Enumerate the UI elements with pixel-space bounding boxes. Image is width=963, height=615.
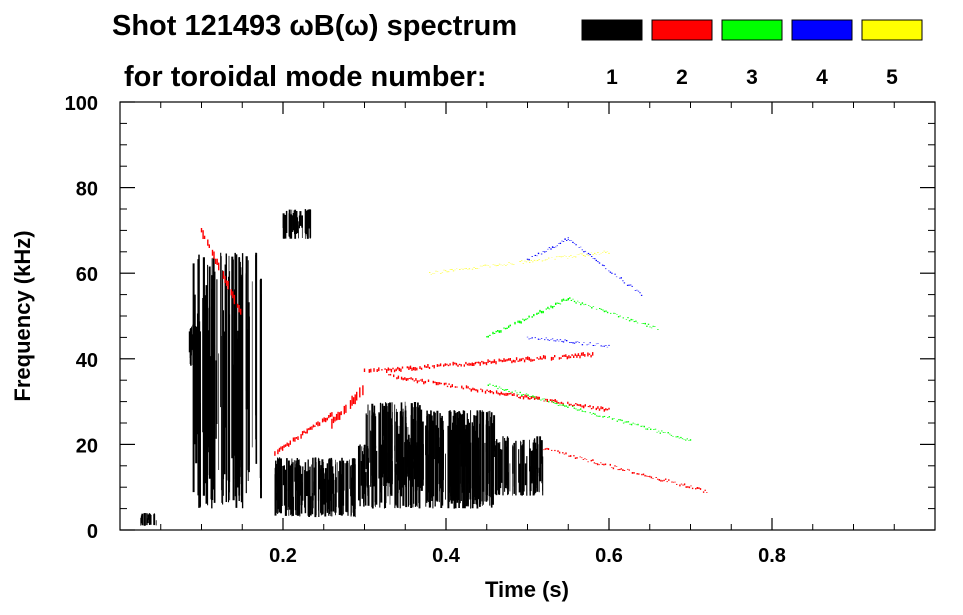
series-mode-5 bbox=[429, 250, 610, 275]
series-mode-1 bbox=[140, 209, 544, 526]
axis-tick-labels: 0 20 40 60 80 100 0.2 0.4 0.6 0.8 bbox=[65, 93, 786, 567]
legend-label-3: 3 bbox=[746, 66, 758, 89]
legend-swatch-3 bbox=[721, 19, 783, 41]
legend-swatch-2 bbox=[651, 19, 713, 41]
series-mode-4 bbox=[526, 237, 643, 348]
y-tick-label-40: 40 bbox=[76, 350, 98, 372]
x-tick-label-0.6: 0.6 bbox=[595, 545, 623, 567]
y-axis-label: Frequency (kHz) bbox=[10, 230, 35, 401]
x-tick-label-0.2: 0.2 bbox=[269, 545, 297, 567]
x-axis-label: Time (s) bbox=[485, 577, 569, 602]
legend-swatch-5 bbox=[861, 19, 923, 41]
legend-label-5: 5 bbox=[886, 66, 898, 89]
legend-label-1: 1 bbox=[606, 66, 618, 89]
y-tick-label-80: 80 bbox=[76, 179, 98, 201]
chart-title-line1: Shot 121493 ωB(ω) spectrum bbox=[112, 10, 517, 42]
legend: 1 2 3 4 5 bbox=[581, 19, 923, 89]
legend-label-4: 4 bbox=[816, 66, 828, 89]
x-tick-label-0.4: 0.4 bbox=[432, 545, 461, 567]
legend-swatch-4 bbox=[791, 19, 853, 41]
x-tick-label-0.8: 0.8 bbox=[758, 545, 786, 567]
y-tick-label-0: 0 bbox=[87, 521, 98, 543]
series-mode-3 bbox=[486, 297, 692, 441]
axis-ticks bbox=[120, 101, 935, 531]
y-tick-label-100: 100 bbox=[65, 93, 98, 115]
y-tick-label-20: 20 bbox=[76, 435, 98, 457]
legend-label-2: 2 bbox=[676, 66, 688, 89]
chart-title-line2: for toroidal mode number: bbox=[124, 61, 487, 93]
plot-area bbox=[140, 209, 708, 526]
y-tick-label-60: 60 bbox=[76, 264, 98, 286]
legend-swatch-1 bbox=[581, 19, 643, 41]
